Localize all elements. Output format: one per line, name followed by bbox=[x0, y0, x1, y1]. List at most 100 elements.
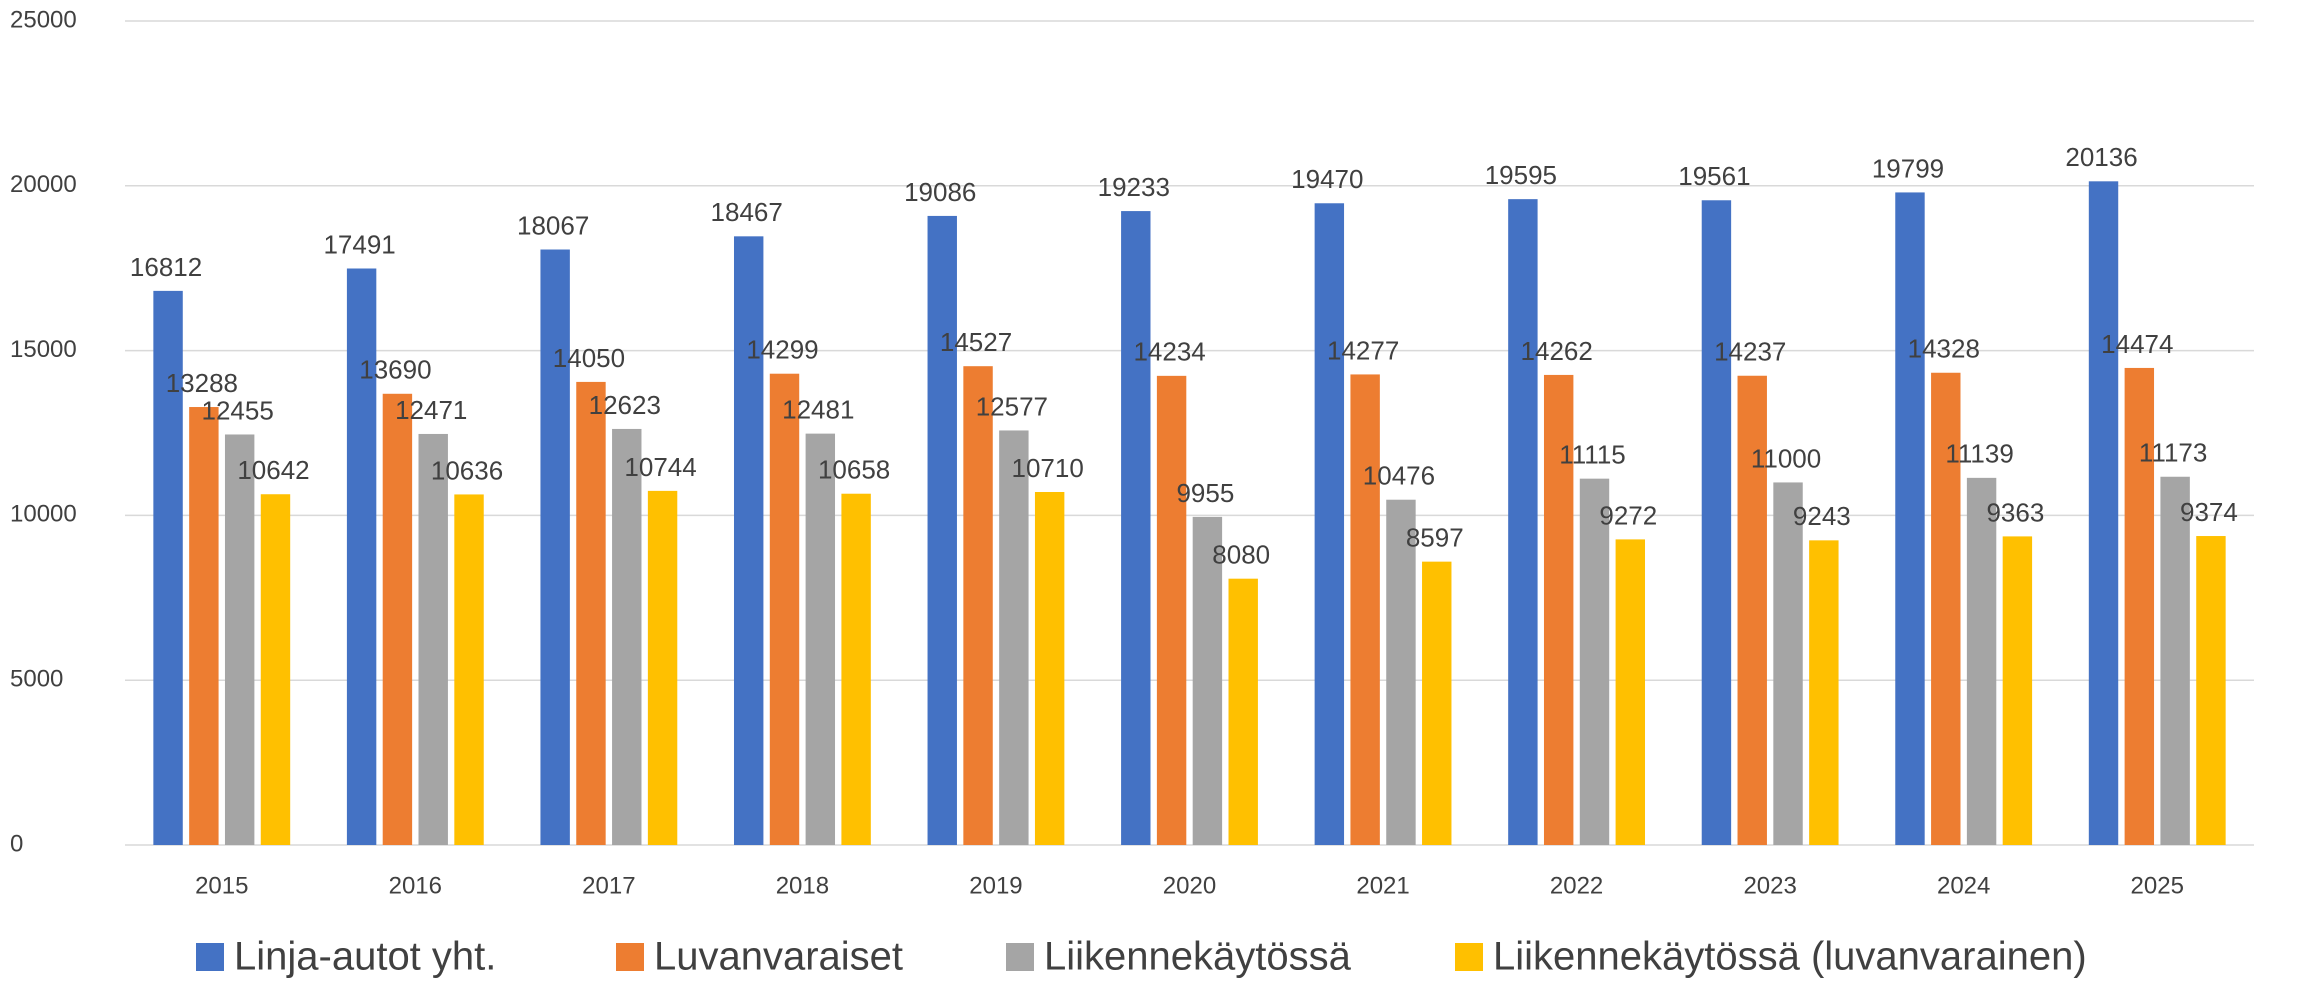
bar bbox=[1701, 200, 1732, 846]
bar bbox=[2124, 367, 2155, 845]
data-label: 14474 bbox=[2101, 329, 2173, 359]
bar bbox=[346, 268, 377, 845]
data-label: 19595 bbox=[1485, 160, 1557, 190]
x-tick-label: 2018 bbox=[776, 872, 829, 899]
bar bbox=[733, 236, 764, 845]
data-label: 10658 bbox=[818, 455, 890, 485]
data-label: 17491 bbox=[323, 229, 395, 259]
data-label: 14527 bbox=[940, 327, 1012, 357]
data-label: 20136 bbox=[2065, 142, 2137, 172]
bar bbox=[224, 434, 255, 845]
y-tick-label: 10000 bbox=[10, 501, 77, 528]
data-label: 12471 bbox=[395, 395, 467, 425]
x-tick-label: 2019 bbox=[969, 872, 1022, 899]
bar bbox=[1121, 211, 1151, 845]
x-tick-label: 2021 bbox=[1356, 872, 1409, 899]
data-label: 13690 bbox=[359, 355, 431, 385]
data-label: 9374 bbox=[2180, 497, 2238, 527]
bar bbox=[1615, 539, 1646, 845]
data-label: 13288 bbox=[166, 368, 238, 398]
bar bbox=[1034, 491, 1065, 845]
legend-label: Liikennekäytössä bbox=[1044, 935, 1352, 979]
legend-swatch bbox=[1455, 943, 1483, 971]
bar bbox=[260, 494, 291, 845]
bar bbox=[1895, 192, 1925, 846]
data-label: 10642 bbox=[237, 455, 309, 485]
x-tick-label: 2017 bbox=[582, 872, 635, 899]
bar bbox=[1579, 478, 1610, 845]
bar bbox=[769, 373, 800, 845]
bar bbox=[1966, 477, 1997, 845]
data-label: 14050 bbox=[553, 343, 625, 373]
data-label: 8080 bbox=[1212, 540, 1270, 570]
bar bbox=[1192, 516, 1223, 845]
bar bbox=[805, 433, 836, 845]
bar bbox=[1809, 540, 1839, 845]
legend-swatch bbox=[196, 943, 224, 971]
legend-label: Linja-autot yht. bbox=[234, 935, 496, 979]
data-label: 9243 bbox=[1793, 501, 1851, 531]
bar bbox=[2002, 536, 2033, 845]
x-tick-label: 2024 bbox=[1937, 872, 1990, 899]
data-label: 19233 bbox=[1098, 172, 1170, 202]
legend-swatch bbox=[1006, 943, 1034, 971]
bar bbox=[1931, 372, 1961, 845]
data-label: 9272 bbox=[1599, 500, 1657, 530]
bar bbox=[382, 393, 413, 845]
data-label: 12623 bbox=[589, 390, 661, 420]
x-tick-label: 2016 bbox=[389, 872, 442, 899]
x-tick-label: 2025 bbox=[2131, 872, 2184, 899]
bar bbox=[2088, 181, 2119, 845]
data-label: 16812 bbox=[130, 252, 202, 282]
data-label: 14277 bbox=[1327, 335, 1399, 365]
bar bbox=[612, 428, 642, 845]
bar bbox=[647, 490, 678, 845]
y-tick-label: 15000 bbox=[10, 336, 77, 363]
data-label: 12577 bbox=[976, 391, 1048, 421]
bar bbox=[963, 366, 993, 845]
data-label: 18467 bbox=[711, 197, 783, 227]
data-label: 19470 bbox=[1291, 164, 1363, 194]
bar bbox=[1543, 374, 1574, 845]
bar bbox=[2160, 476, 2190, 845]
data-label: 9955 bbox=[1176, 478, 1234, 508]
bar bbox=[1228, 578, 1258, 845]
bar bbox=[841, 493, 871, 845]
bar bbox=[1314, 203, 1345, 845]
y-tick-label: 20000 bbox=[10, 171, 77, 198]
bar bbox=[1156, 375, 1187, 845]
legend-label: Liikennekäytössä (luvanvarainen) bbox=[1493, 935, 2087, 979]
data-label: 19086 bbox=[904, 177, 976, 207]
bar bbox=[1508, 199, 1538, 845]
bar bbox=[927, 215, 957, 846]
bar bbox=[153, 290, 183, 845]
data-label: 8597 bbox=[1406, 523, 1464, 553]
data-label: 10710 bbox=[1012, 453, 1084, 483]
bar bbox=[1737, 375, 1767, 845]
legend-swatch bbox=[616, 943, 644, 971]
data-label: 11173 bbox=[2139, 438, 2207, 468]
data-label: 11139 bbox=[1945, 439, 2013, 469]
x-tick-label: 2022 bbox=[1550, 872, 1603, 899]
data-label: 10744 bbox=[624, 452, 696, 482]
data-label: 14234 bbox=[1133, 337, 1205, 367]
x-tick-label: 2015 bbox=[195, 872, 248, 899]
y-tick-label: 0 bbox=[10, 830, 23, 857]
bar bbox=[454, 494, 484, 845]
data-label: 12481 bbox=[782, 395, 854, 425]
y-tick-label: 5000 bbox=[10, 666, 63, 693]
data-label: 9363 bbox=[1986, 497, 2044, 527]
bar bbox=[1773, 482, 1803, 845]
data-label: 14262 bbox=[1521, 336, 1593, 366]
bar bbox=[1350, 374, 1380, 845]
data-label: 11115 bbox=[1559, 440, 1626, 470]
bar bbox=[540, 249, 570, 846]
data-label: 19799 bbox=[1872, 153, 1944, 183]
data-label: 12455 bbox=[202, 395, 274, 425]
bar bbox=[1422, 561, 1452, 845]
data-label: 14237 bbox=[1714, 337, 1786, 367]
bar bbox=[189, 407, 219, 845]
bar bbox=[1386, 499, 1416, 845]
data-label: 11000 bbox=[1751, 443, 1821, 473]
